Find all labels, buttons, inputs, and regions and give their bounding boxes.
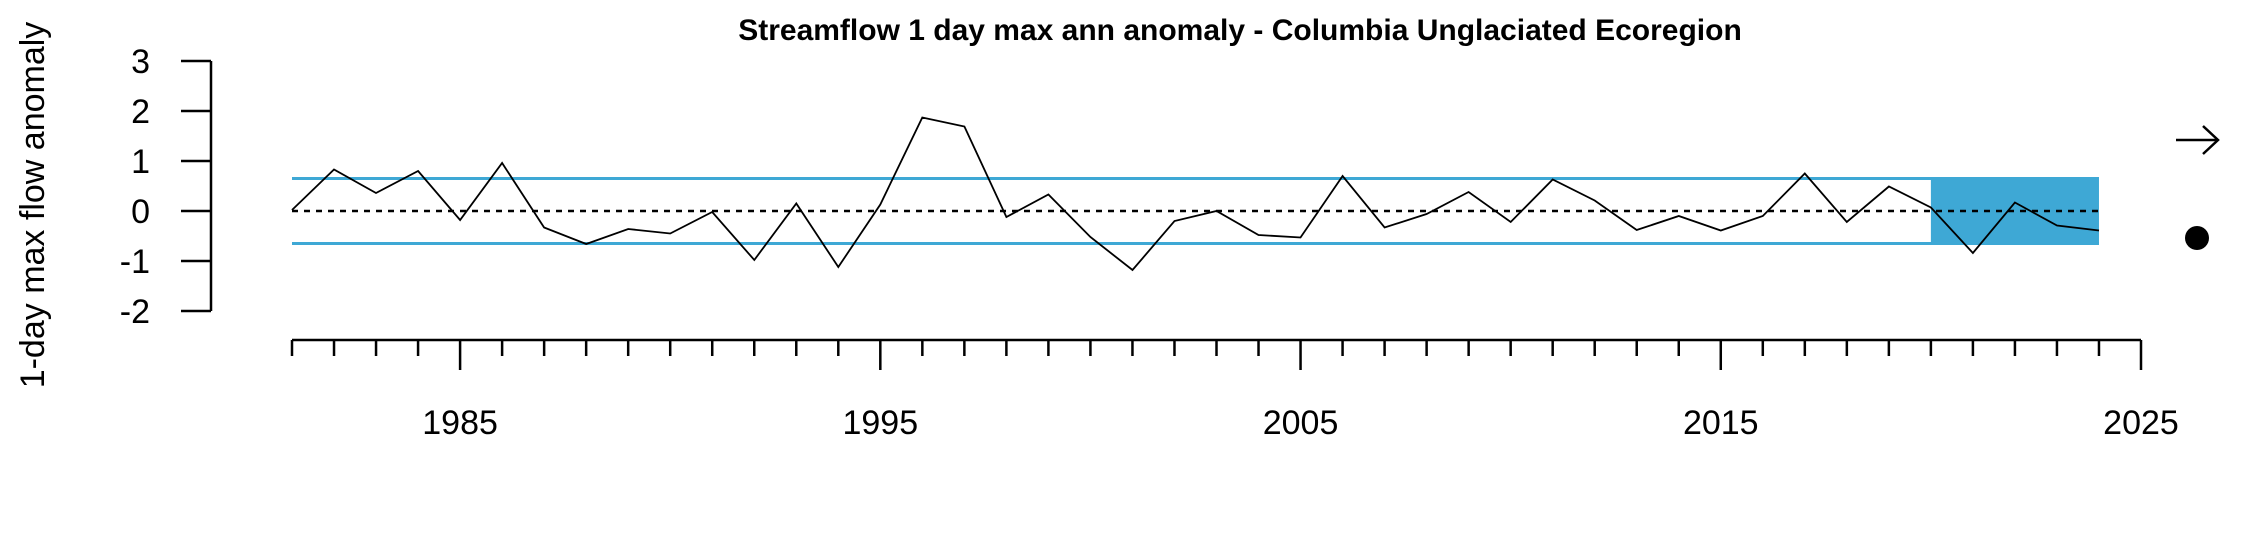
x-tick-label: 1985 [422, 404, 498, 442]
y-tick-label: 3 [131, 43, 150, 81]
y-tick-label: 2 [131, 93, 150, 131]
x-tick-label: 2015 [1683, 404, 1759, 442]
y-tick-label: -1 [120, 243, 150, 281]
arrow-head [2202, 125, 2220, 155]
series-line-anomaly [291, 116, 2100, 272]
chart-title: Streamflow 1 day max ann anomaly - Colum… [738, 14, 1742, 47]
x-tick-label: 2025 [2103, 404, 2179, 442]
x-tick-label: 2005 [1263, 404, 1339, 442]
y-tick-label: 1 [131, 143, 150, 181]
filled-circle-symbol [2185, 226, 2209, 250]
plot-area [291, 116, 2100, 272]
x-axis: 1985 1995 2005 2015 2025 [290, 338, 2179, 442]
y-axis-label: 1-day max flow anomaly [14, 22, 52, 389]
x-tick-label: 1995 [842, 404, 918, 442]
y-tick-label: 0 [131, 193, 150, 231]
y-tick-label: -2 [120, 293, 150, 331]
legend-markers [2176, 125, 2220, 250]
y-axis: 3 2 1 0 -1 -2 [120, 43, 213, 331]
right-arrow-symbol [2176, 125, 2220, 155]
